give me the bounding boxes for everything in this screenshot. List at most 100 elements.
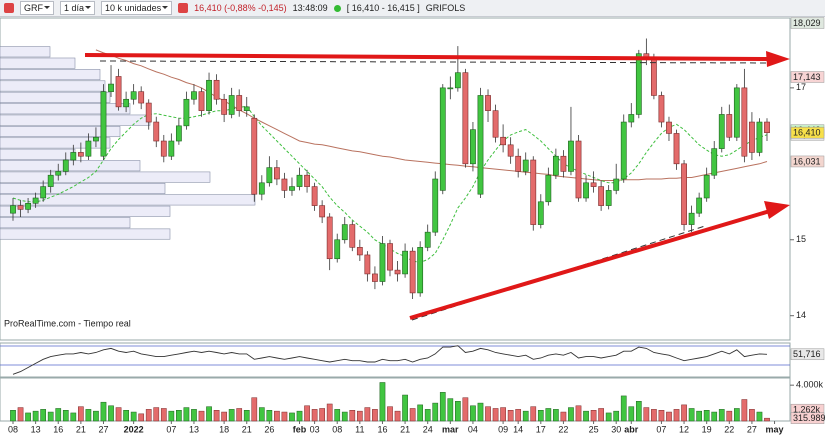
candle-body xyxy=(500,136,506,146)
candle-body xyxy=(17,205,24,210)
volume-bar xyxy=(47,411,54,422)
x-tick-label: 24 xyxy=(423,424,433,434)
units-select[interactable]: 10 k unidades xyxy=(101,1,173,15)
volume-bar xyxy=(575,405,582,422)
candle-body xyxy=(628,114,635,123)
volume-bar xyxy=(530,406,537,422)
volume-bar xyxy=(733,408,740,422)
volume-bar xyxy=(756,411,763,422)
volume-profile-bar xyxy=(0,126,121,138)
candle-body xyxy=(439,87,446,191)
x-tick-label: 18 xyxy=(219,424,229,434)
period-select[interactable]: 1 día xyxy=(60,1,96,15)
volume-bar xyxy=(311,409,318,422)
candle-body xyxy=(228,95,235,115)
volume-tick-label: 4.000k xyxy=(796,380,824,390)
candle-body xyxy=(55,171,62,176)
volume-bar xyxy=(447,398,454,422)
candle-body xyxy=(598,186,605,206)
volume-bar xyxy=(764,417,770,422)
candle-body xyxy=(507,144,514,157)
volume-bar xyxy=(658,410,665,422)
volume-bar xyxy=(379,382,386,422)
volume-bar xyxy=(726,410,733,422)
x-tick-label: 27 xyxy=(98,424,108,434)
candle-body xyxy=(666,121,672,134)
candle-body xyxy=(115,76,122,108)
candle-body xyxy=(703,174,710,199)
arrow-top xyxy=(84,53,771,61)
volume-bar xyxy=(409,408,416,422)
symbol-select[interactable]: GRF xyxy=(20,1,54,15)
volume-profile-bar xyxy=(0,91,111,103)
candle-body xyxy=(696,197,703,214)
volume-bar xyxy=(417,404,424,422)
candle-body xyxy=(477,95,484,195)
candle-body xyxy=(432,178,439,233)
candle-body xyxy=(522,159,529,172)
value-tag xyxy=(790,17,825,29)
toolbar: GRF 1 día 10 k unidades 16,410 (-0,88% -… xyxy=(0,0,825,17)
x-tick-label: 16 xyxy=(53,424,63,434)
menu-icon[interactable] xyxy=(4,3,14,13)
x-tick-label: 09 xyxy=(498,424,508,434)
volume-bar xyxy=(25,412,31,422)
indicator-panel xyxy=(0,342,791,378)
volume-bar xyxy=(666,411,672,422)
candle-body xyxy=(160,140,167,157)
candle-body xyxy=(221,98,228,115)
x-tick-label: 17 xyxy=(536,424,546,434)
candle-body xyxy=(605,190,612,206)
volume-bar xyxy=(153,407,160,422)
volume-profile-bar xyxy=(0,46,51,58)
volume-bar xyxy=(138,413,145,422)
volume-bar xyxy=(296,410,303,422)
volume-bar xyxy=(40,409,47,422)
instrument-name: GRIFOLS xyxy=(425,3,466,13)
volume-profile-bar xyxy=(0,194,256,206)
candle-body xyxy=(311,186,318,206)
volume-bar xyxy=(485,406,491,422)
volume-bar xyxy=(492,408,499,422)
volume-bar xyxy=(718,409,725,422)
volume-bar xyxy=(394,410,401,422)
volume-bar xyxy=(289,412,295,422)
volume-bar xyxy=(455,401,461,422)
candle-body xyxy=(650,57,657,96)
drawings xyxy=(84,51,790,321)
candle-body xyxy=(372,273,378,282)
candle-body xyxy=(289,186,295,191)
volume-bar xyxy=(198,410,205,422)
candle-body xyxy=(334,239,341,260)
candle-body xyxy=(756,121,763,153)
candle-body xyxy=(138,91,145,104)
volume-bar xyxy=(583,410,589,422)
volume-bar xyxy=(123,410,129,422)
candle-body xyxy=(718,114,725,149)
candle-body xyxy=(183,98,190,127)
volume-bar xyxy=(145,409,152,422)
x-tick-label: 30 xyxy=(611,424,621,434)
candle-body xyxy=(749,121,755,153)
candle-body xyxy=(145,102,152,123)
volume-bar xyxy=(364,407,371,422)
value-tag-label: 16,031 xyxy=(793,156,821,166)
arrow-head xyxy=(766,51,790,67)
volume-bar xyxy=(477,402,484,422)
volume-bar xyxy=(326,403,333,422)
candle-body xyxy=(175,125,182,142)
candle-body xyxy=(470,129,476,165)
candle-body xyxy=(70,152,77,161)
candle-body xyxy=(673,133,680,165)
volume-profile-bar xyxy=(0,205,171,217)
chart-icon[interactable] xyxy=(178,3,189,13)
candle-body xyxy=(733,87,740,138)
volume-bar xyxy=(10,410,16,422)
candle-body xyxy=(85,140,92,157)
x-tick-label: may xyxy=(766,424,784,434)
value-tag-label: 18,029 xyxy=(793,18,821,28)
candle-body xyxy=(258,182,265,195)
candle-body xyxy=(379,243,386,282)
